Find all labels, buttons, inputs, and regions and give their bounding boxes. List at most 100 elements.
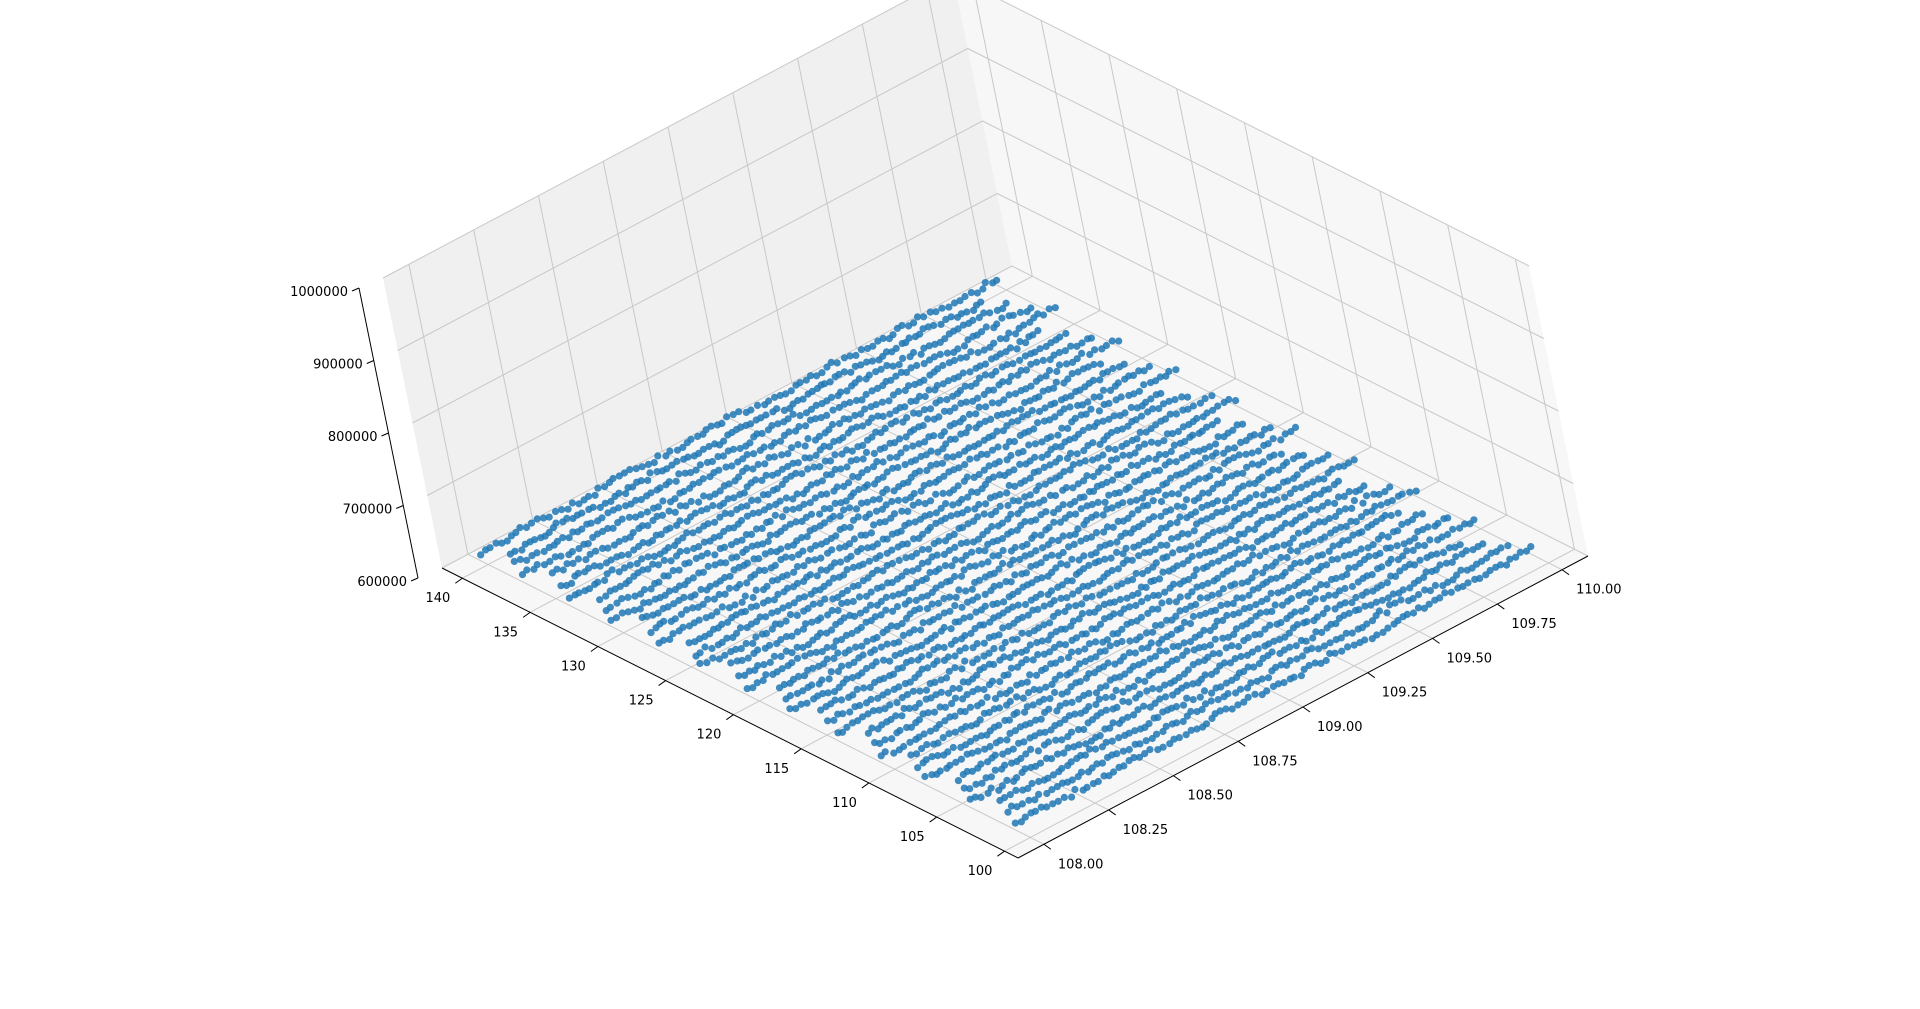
data-point bbox=[777, 636, 785, 644]
data-point bbox=[1036, 686, 1044, 694]
data-point bbox=[988, 446, 997, 454]
data-point bbox=[1106, 585, 1114, 593]
data-point bbox=[1273, 543, 1281, 551]
data-point bbox=[1154, 713, 1162, 722]
data-point bbox=[793, 611, 801, 620]
x-tick-mark bbox=[1432, 637, 1440, 644]
data-point bbox=[848, 447, 856, 455]
data-point bbox=[746, 439, 754, 447]
data-point bbox=[1220, 554, 1228, 562]
data-point bbox=[867, 588, 875, 596]
data-point bbox=[758, 524, 766, 533]
data-point bbox=[1293, 655, 1301, 663]
data-point bbox=[935, 565, 943, 573]
data-point bbox=[1032, 671, 1041, 679]
data-point bbox=[1142, 629, 1151, 637]
data-point bbox=[1400, 540, 1408, 548]
data-point bbox=[1142, 583, 1150, 592]
data-point bbox=[771, 511, 779, 519]
data-point bbox=[821, 457, 829, 465]
data-point bbox=[658, 511, 667, 519]
data-point bbox=[741, 671, 749, 680]
data-point bbox=[1058, 424, 1066, 432]
data-point bbox=[951, 694, 960, 702]
data-point bbox=[803, 485, 811, 494]
data-point bbox=[840, 354, 849, 362]
data-point bbox=[1464, 579, 1472, 587]
data-point bbox=[1024, 411, 1032, 419]
data-point bbox=[1113, 538, 1121, 546]
data-point bbox=[1014, 587, 1022, 596]
data-point bbox=[1239, 482, 1247, 490]
data-point bbox=[1262, 563, 1270, 572]
data-point bbox=[837, 696, 846, 704]
data-point bbox=[676, 547, 684, 556]
data-point bbox=[1368, 571, 1376, 579]
data-point bbox=[1207, 697, 1215, 705]
data-point bbox=[1134, 506, 1142, 514]
data-point bbox=[892, 712, 900, 720]
data-point bbox=[1136, 690, 1144, 698]
data-point bbox=[596, 562, 604, 570]
data-point bbox=[743, 512, 752, 520]
data-point bbox=[1030, 685, 1038, 694]
data-point bbox=[718, 603, 726, 611]
data-point bbox=[786, 611, 795, 619]
data-point bbox=[1081, 457, 1089, 465]
data-point bbox=[1167, 447, 1175, 456]
data-point bbox=[1022, 569, 1030, 577]
data-point bbox=[1345, 564, 1353, 572]
data-point bbox=[1136, 740, 1144, 748]
data-point bbox=[915, 410, 923, 418]
data-point bbox=[836, 544, 844, 552]
data-point bbox=[715, 590, 723, 599]
data-point bbox=[1100, 528, 1108, 536]
data-point bbox=[1307, 555, 1315, 563]
data-point bbox=[835, 420, 844, 428]
data-point bbox=[840, 571, 848, 579]
data-point bbox=[999, 559, 1007, 568]
data-point bbox=[531, 536, 539, 544]
data-point bbox=[755, 555, 763, 563]
data-point bbox=[965, 444, 973, 452]
data-point bbox=[1206, 443, 1214, 451]
data-point bbox=[1036, 759, 1045, 767]
data-point bbox=[1007, 528, 1016, 536]
data-point bbox=[585, 564, 593, 572]
data-point bbox=[1123, 594, 1131, 602]
data-point bbox=[912, 750, 921, 758]
data-point bbox=[879, 473, 887, 481]
data-point bbox=[1027, 550, 1035, 558]
data-point bbox=[885, 397, 893, 405]
data-point bbox=[639, 539, 647, 547]
data-point bbox=[1109, 768, 1118, 776]
data-point bbox=[1036, 374, 1044, 382]
data-point bbox=[1074, 647, 1083, 656]
data-point bbox=[1447, 588, 1455, 596]
data-point bbox=[926, 308, 934, 316]
data-point bbox=[778, 513, 787, 521]
data-point bbox=[989, 386, 998, 394]
data-point bbox=[753, 679, 761, 687]
data-point bbox=[912, 456, 920, 464]
data-point bbox=[1176, 607, 1184, 615]
data-point bbox=[1017, 405, 1025, 413]
data-point bbox=[1357, 545, 1365, 553]
data-point bbox=[727, 659, 735, 667]
data-point bbox=[1080, 552, 1088, 560]
data-point bbox=[1155, 575, 1164, 583]
data-point bbox=[1348, 599, 1356, 607]
data-point bbox=[1089, 487, 1098, 495]
data-point bbox=[819, 690, 827, 698]
data-point bbox=[630, 606, 639, 614]
data-point bbox=[975, 440, 983, 448]
data-point bbox=[1329, 542, 1337, 550]
data-point bbox=[1106, 724, 1114, 732]
data-point bbox=[1031, 807, 1039, 815]
data-point bbox=[1147, 395, 1155, 403]
data-point bbox=[1056, 640, 1064, 648]
data-point bbox=[1240, 510, 1248, 519]
data-point bbox=[1212, 440, 1220, 448]
data-point bbox=[1152, 421, 1160, 429]
data-point bbox=[640, 599, 648, 607]
